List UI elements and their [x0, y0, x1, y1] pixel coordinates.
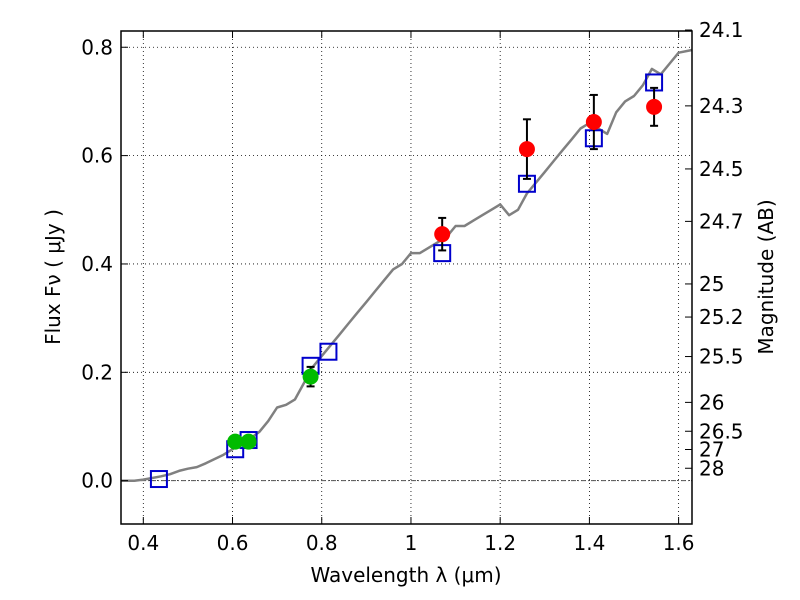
- y-tick-label: 0.2: [81, 360, 113, 384]
- y2-tick-label: 24.3: [699, 94, 744, 118]
- y-tick-label: 0.8: [81, 35, 113, 59]
- observed-flux-point: [646, 98, 663, 115]
- y2-tick-label: 24.7: [699, 209, 744, 233]
- y-tick-label: 0.0: [81, 469, 113, 493]
- tick-labels-layer: 0.4 0.6 0.8 1 1.2 1.4 1.6 0.0 0.2 0.4 0.6 0.8 24.1 24…: [81, 18, 743, 555]
- plot-background: [121, 31, 692, 524]
- x-tick-label: 0.4: [127, 531, 159, 555]
- y2-tick-label: 28: [699, 456, 724, 480]
- model-photometry-point: [149, 470, 168, 489]
- x-tick-label: 1.6: [663, 531, 695, 555]
- observed-flux-point: [302, 368, 319, 385]
- y2-tick-label: 24.5: [699, 157, 744, 181]
- y2-axis-title: Magnitude (AB): [754, 199, 778, 354]
- y2-tick-label: 27: [699, 438, 724, 462]
- observed-flux-point: [434, 226, 451, 243]
- y2-tick-label: 25: [699, 272, 724, 296]
- y2-tick-label: 25.5: [699, 345, 744, 369]
- model-photometry-point: [319, 342, 338, 361]
- observed-flux-point: [240, 433, 257, 450]
- ticks-layer: [121, 29, 692, 524]
- observed-flux-point: [227, 433, 244, 450]
- y2-tick-label: 24.1: [699, 18, 744, 42]
- x-tick-label: 0.6: [217, 531, 249, 555]
- x-axis-title: Wavelength λ (μm): [310, 563, 501, 587]
- x-tick-label: 1.2: [484, 531, 516, 555]
- x-tick-label: 1.4: [573, 531, 605, 555]
- x-tick-label: 1: [405, 531, 418, 555]
- observed-flux-point: [585, 114, 602, 131]
- markers-layer: [149, 73, 664, 489]
- observed-flux-point: [518, 141, 535, 158]
- y-tick-label: 0.6: [81, 144, 113, 168]
- x-tick-label: 0.8: [306, 531, 338, 555]
- y2-tick-label: 26: [699, 390, 724, 414]
- y2-tick-label: 26.5: [699, 419, 744, 443]
- y-axis-title: Flux Fν ( μJy ): [41, 209, 65, 345]
- y2-tick-label: 25.2: [699, 305, 744, 329]
- y-tick-label: 0.4: [81, 252, 113, 276]
- plot-frame: [120, 30, 693, 525]
